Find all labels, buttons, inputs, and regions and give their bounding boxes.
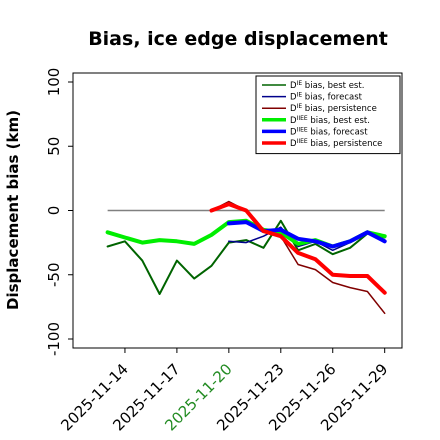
- legend-entry: DIIEE bias, best est.: [290, 115, 370, 126]
- series-line: [226, 220, 387, 249]
- y-tick-label: -100: [45, 322, 63, 356]
- y-tick-label: 100: [45, 68, 63, 97]
- legend-entry: DIIEE bias, forecast: [290, 126, 368, 137]
- series-line: [210, 200, 386, 315]
- y-tick-label: -50: [45, 263, 63, 288]
- series-line: [209, 202, 387, 295]
- y-tick-label: 50: [45, 137, 63, 156]
- y-tick-label: 0: [45, 206, 63, 216]
- series-line: [106, 219, 386, 295]
- legend: DIE bias, best est.DIE bias, forecastDIE…: [255, 75, 401, 155]
- chart-title: Bias, ice edge displacement: [88, 28, 388, 50]
- legend-entry: DIIEE bias, persistence: [290, 138, 382, 149]
- legend-entry: DIE bias, forecast: [290, 92, 363, 103]
- y-axis-label: Displacement bias (km): [4, 110, 22, 310]
- legend-box: [255, 75, 401, 155]
- legend-entry: DIE bias, best est.: [290, 80, 364, 91]
- legend-entry: DIE bias, persistence: [290, 103, 377, 114]
